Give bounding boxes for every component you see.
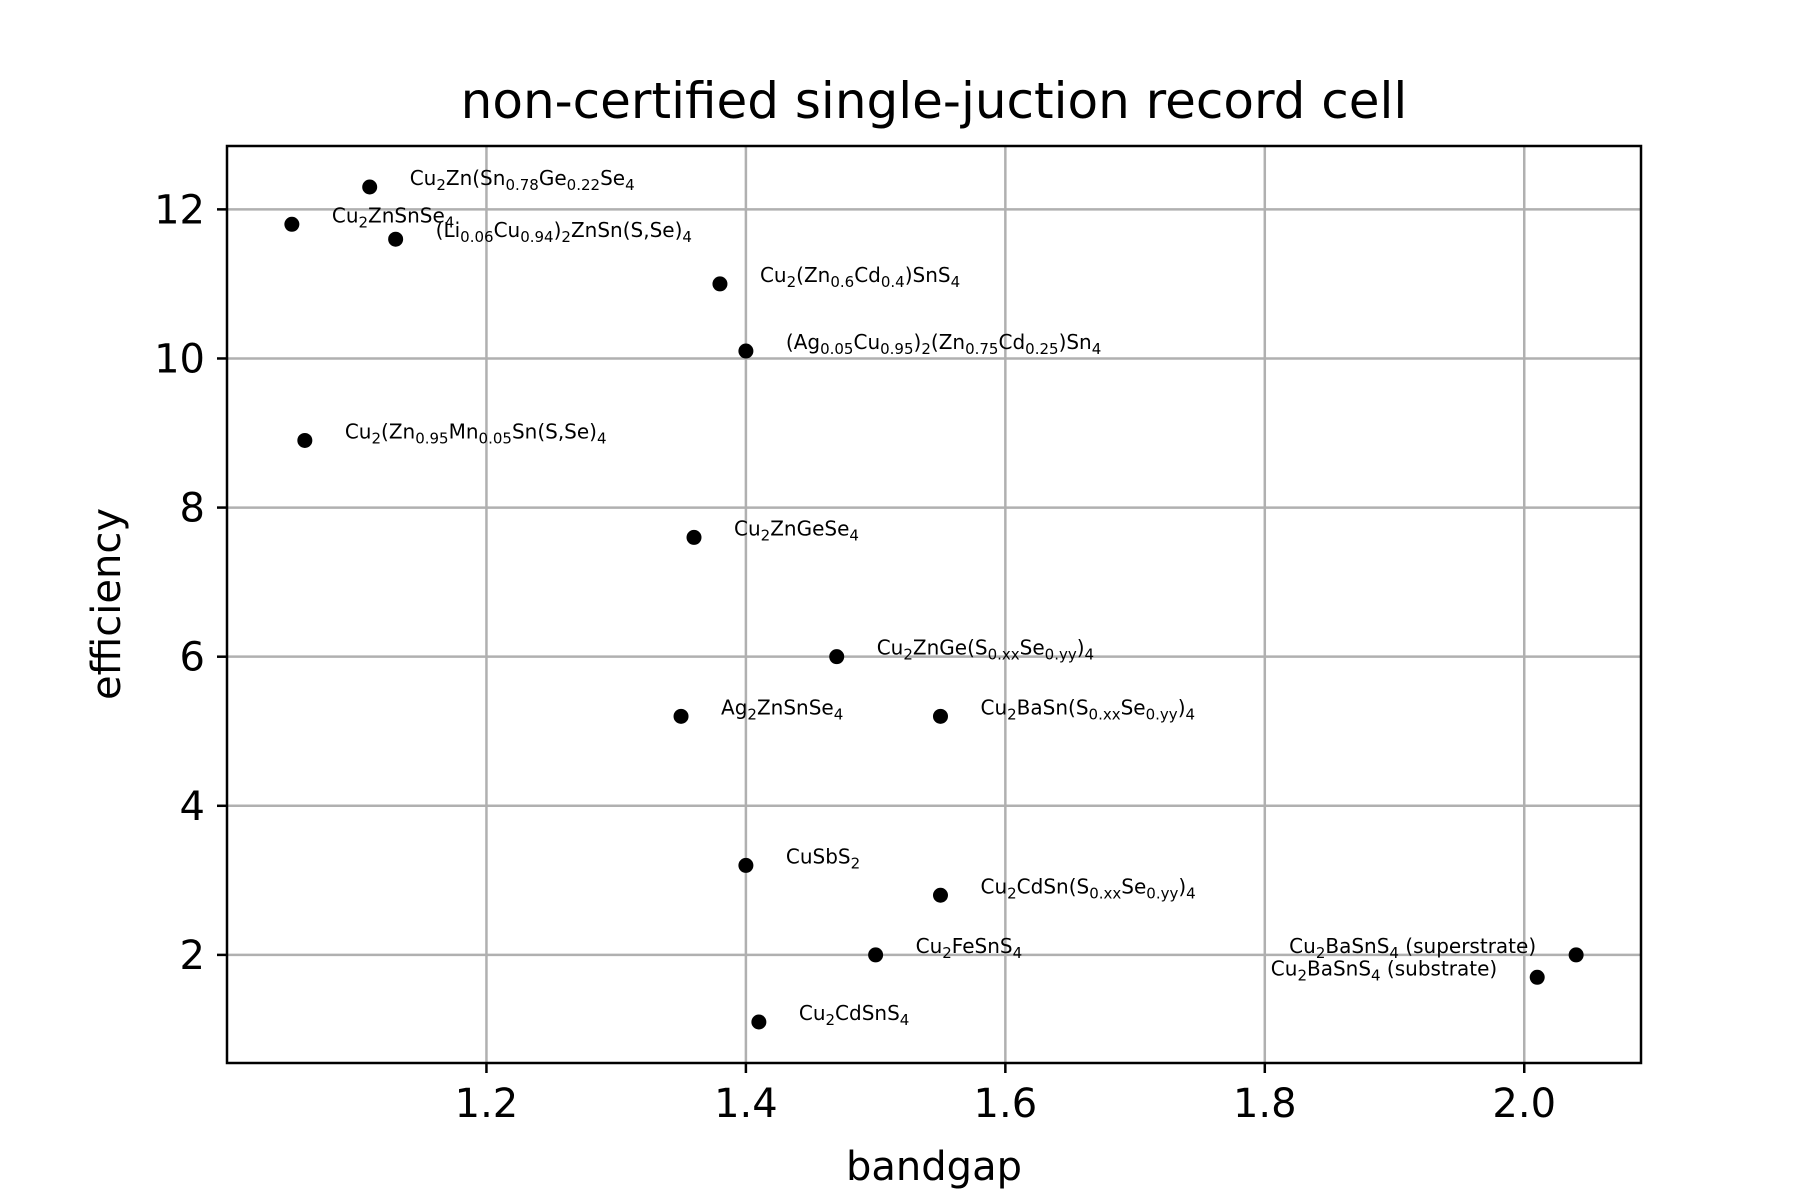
data-point [932, 887, 948, 903]
point-label: Cu2(Zn0.6Cd0.4)SnS4 [760, 263, 960, 291]
data-point [297, 432, 313, 448]
data-point [1568, 947, 1584, 963]
data-point [686, 529, 702, 545]
y-tick-label: 8 [180, 486, 205, 532]
data-point [738, 857, 754, 873]
point-label: (Li0.06Cu0.94)2ZnSn(S,Se)4 [436, 218, 692, 246]
point-label: Cu2ZnGeSe4 [734, 516, 859, 544]
point-label: Cu2CdSnS4 [799, 1001, 909, 1029]
data-point [388, 231, 404, 247]
y-tick-label: 10 [154, 336, 205, 382]
data-point [362, 179, 378, 195]
point-label: Cu2FeSnS4 [916, 934, 1023, 962]
y-tick-label: 2 [180, 933, 205, 979]
data-point [284, 216, 300, 232]
point-label: CuSbS2 [786, 844, 860, 872]
point-label: Ag2ZnSnSe4 [721, 695, 843, 723]
point-label: Cu2(Zn0.95Mn0.05Sn(S,Se)4 [345, 419, 607, 447]
x-tick-label: 1.2 [455, 1081, 519, 1127]
y-tick-label: 6 [180, 635, 205, 681]
y-tick-label: 12 [154, 187, 205, 233]
point-label: Cu2BaSnS4 (superstrate) [1289, 934, 1536, 962]
point-label: Cu2Zn(Sn0.78Ge0.22Se4 [410, 166, 635, 194]
y-tick-label: 4 [180, 784, 205, 830]
x-axis-label: bandgap [846, 1144, 1022, 1190]
data-point [868, 947, 884, 963]
data-point [738, 343, 754, 359]
x-tick-label: 2.0 [1492, 1081, 1556, 1127]
data-point [1529, 969, 1545, 985]
point-annotations: Cu2Zn(Sn0.78Ge0.22Se4 Cu2ZnSnSe4(Li0.06Cu… [332, 166, 1536, 1029]
plot-frame [225, 144, 1643, 1065]
axis-ticks: 1.2 1.4 1.6 1.8 2.0 2 4 6 8 10 12 [154, 187, 1556, 1127]
y-axis-label: efficiency [84, 508, 130, 700]
data-point [829, 649, 845, 665]
x-tick-label: 1.6 [974, 1081, 1038, 1127]
point-label: Cu2ZnSnSe4 [332, 203, 454, 231]
x-tick-label: 1.8 [1233, 1081, 1297, 1127]
data-point [712, 276, 728, 292]
data-point [932, 708, 948, 724]
point-label: (Ag0.05Cu0.95)2(Zn0.75Cd0.25)Sn4 [786, 330, 1101, 358]
point-label: Cu2CdSn(S0.xxSe0.yy)4 [980, 874, 1195, 902]
point-label: Cu2BaSn(S0.xxSe0.yy)4 [980, 695, 1195, 723]
point-label: Cu2BaSnS4 (substrate) [1271, 956, 1497, 984]
grid [227, 146, 1641, 1063]
data-point [673, 708, 689, 724]
x-tick-label: 1.4 [714, 1081, 778, 1127]
chart-title: non-certified single-juction record cell [461, 72, 1408, 130]
data-point [751, 1014, 767, 1030]
data-points [284, 179, 1584, 1030]
point-label: Cu2ZnGe(S0.xxSe0.yy)4 [877, 636, 1094, 664]
